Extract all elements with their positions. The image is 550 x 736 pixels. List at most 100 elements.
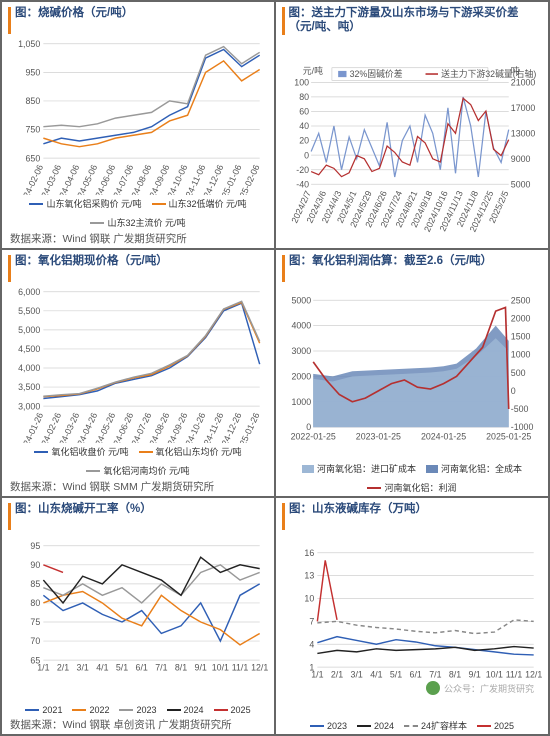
svg-text:6/1: 6/1 [410,670,422,680]
panel-alumina-profit: 图：氧化铝利润估算：截至2.6（元/吨） 0 1000 2000 3000 4000 50… [275,249,549,497]
svg-text:4000: 4000 [291,321,311,331]
svg-text:2500: 2500 [511,295,531,305]
svg-text:2/1: 2/1 [57,663,69,673]
source-text: 数据来源：Wind 钢联 卓创资讯 广发期货研究所 [8,715,268,732]
svg-text:7: 7 [309,617,314,627]
svg-text:4,000: 4,000 [18,363,40,373]
wechat-icon [426,681,440,695]
svg-text:3,000: 3,000 [18,401,40,411]
svg-text:40: 40 [299,121,309,131]
svg-text:4,500: 4,500 [18,344,40,354]
svg-text:2022-01-25: 2022-01-25 [291,432,336,442]
svg-text:5/1: 5/1 [390,670,402,680]
svg-text:5000: 5000 [511,179,531,189]
panel-title: 图：氧化铝利润估算：截至2.6（元/吨） [289,254,492,268]
svg-text:1000: 1000 [291,397,311,407]
svg-text:16: 16 [304,548,314,558]
svg-text:送主力下游32碱量(右轴): 送主力下游32碱量(右轴) [441,68,536,79]
svg-text:11/1: 11/1 [506,670,523,680]
panel-operating-rate: 图：山东烧碱开工率（%） 657075808590951/12/13/14/15… [1,497,275,735]
svg-text:13000: 13000 [511,128,536,138]
svg-text:9/1: 9/1 [469,670,481,680]
svg-text:-40: -40 [296,179,309,189]
svg-text:1,050: 1,050 [18,39,40,49]
svg-text:-20: -20 [296,165,309,175]
svg-text:8/1: 8/1 [175,663,187,673]
panel-title: 图：氧化铝期现价格（元/吨） [15,254,168,268]
svg-text:80: 80 [299,92,309,102]
legend: 20212022202320242025 [8,705,268,715]
svg-text:4: 4 [309,639,314,649]
svg-text:100: 100 [294,77,309,87]
svg-text:10/1: 10/1 [212,663,229,673]
panel-title: 图：山东液碱库存（万吨） [289,502,427,516]
svg-text:20: 20 [299,135,309,145]
legend: 山东氧化铝采购价 元/吨山东32低端价 元/吨山东32主流价 元/吨 [8,197,268,229]
svg-text:4/1: 4/1 [370,670,382,680]
svg-text:5,500: 5,500 [18,306,40,316]
panel-alumina-price: 图：氧化铝期现价格（元/吨） 3,000 3,500 4,000 4,500 5,000… [1,249,275,497]
svg-text:650: 650 [26,153,41,163]
svg-text:80: 80 [30,598,40,608]
svg-text:90: 90 [30,560,40,570]
svg-text:10/1: 10/1 [486,670,503,680]
panel-caustic-soda-price: 图：烧碱价格（元/吨） 6507508509501,0502024-02-062… [1,1,275,249]
svg-text:3/1: 3/1 [77,663,89,673]
svg-text:1/1: 1/1 [37,663,49,673]
source-text: 数据来源：Wind 钢联 广发期货研究所 [8,229,268,246]
svg-text:3,500: 3,500 [18,382,40,392]
svg-text:2/1: 2/1 [331,670,343,680]
svg-text:10: 10 [304,594,314,604]
svg-text:500: 500 [511,368,526,378]
panel-inventory: 图：山东液碱库存（万吨） 1471013161/12/13/14/15/16/1… [275,497,549,735]
svg-text:750: 750 [26,125,41,135]
svg-text:2024-01-25: 2024-01-25 [421,432,466,442]
svg-text:6,000: 6,000 [18,287,40,297]
svg-text:7/1: 7/1 [429,670,441,680]
panel-title: 图：烧碱价格（元/吨） [15,6,133,20]
svg-text:850: 850 [26,96,41,106]
svg-text:8/1: 8/1 [449,670,461,680]
svg-text:2000: 2000 [291,371,311,381]
svg-text:1000: 1000 [511,350,531,360]
svg-text:2023-01-25: 2023-01-25 [356,432,401,442]
svg-text:0: 0 [511,386,516,396]
svg-text:75: 75 [30,617,40,627]
svg-text:1500: 1500 [511,332,531,342]
svg-text:2000: 2000 [511,313,531,323]
svg-text:85: 85 [30,579,40,589]
legend: 2023202424扩容样本2025 [282,719,542,732]
panel-title: 图：山东烧碱开工率（%） [15,502,152,516]
svg-text:5000: 5000 [291,295,311,305]
svg-text:2025-01-25: 2025-01-25 [486,432,531,442]
svg-text:7/1: 7/1 [155,663,167,673]
source-text: 数据来源：Wind 钢联 SMM 广发期货研究所 [8,477,268,494]
svg-text:95: 95 [30,541,40,551]
svg-text:0: 0 [304,150,309,160]
panel-title: 图：送主力下游量及山东市场与下游采买价差（元/吨、吨） [289,6,542,35]
svg-text:12/1: 12/1 [525,670,542,680]
svg-text:6/1: 6/1 [136,663,148,673]
svg-text:70: 70 [30,636,40,646]
legend: 氧化铝收盘价 元/吨氧化铝山东均价 元/吨氧化铝河南均价 元/吨 [8,445,268,477]
panel-downstream-volume-spread: 图：送主力下游量及山东市场与下游采买价差（元/吨、吨） 元/吨吨-40-2002… [275,1,549,249]
svg-text:1/1: 1/1 [311,670,323,680]
svg-text:元/吨: 元/吨 [303,65,323,76]
svg-text:12/1: 12/1 [251,663,268,673]
svg-text:3/1: 3/1 [351,670,363,680]
svg-text:9/1: 9/1 [195,663,207,673]
svg-text:5/1: 5/1 [116,663,128,673]
svg-text:11/1: 11/1 [232,663,249,673]
svg-text:4/1: 4/1 [96,663,108,673]
svg-text:60: 60 [299,106,309,116]
svg-text:950: 950 [26,67,41,77]
svg-text:-500: -500 [511,404,529,414]
legend: 河南氧化铝：进口矿成本河南氧化铝：全成本河南氧化铝：利润 [282,462,542,494]
watermark: 公众号：广发期货研究 [426,681,534,695]
svg-text:17000: 17000 [511,103,536,113]
svg-text:3000: 3000 [291,346,311,356]
svg-text:5,000: 5,000 [18,325,40,335]
svg-text:32%固碱价差: 32%固碱价差 [350,68,403,79]
svg-text:9000: 9000 [511,154,531,164]
chart-grid: 图：烧碱价格（元/吨） 6507508509501,0502024-02-062… [1,1,549,735]
